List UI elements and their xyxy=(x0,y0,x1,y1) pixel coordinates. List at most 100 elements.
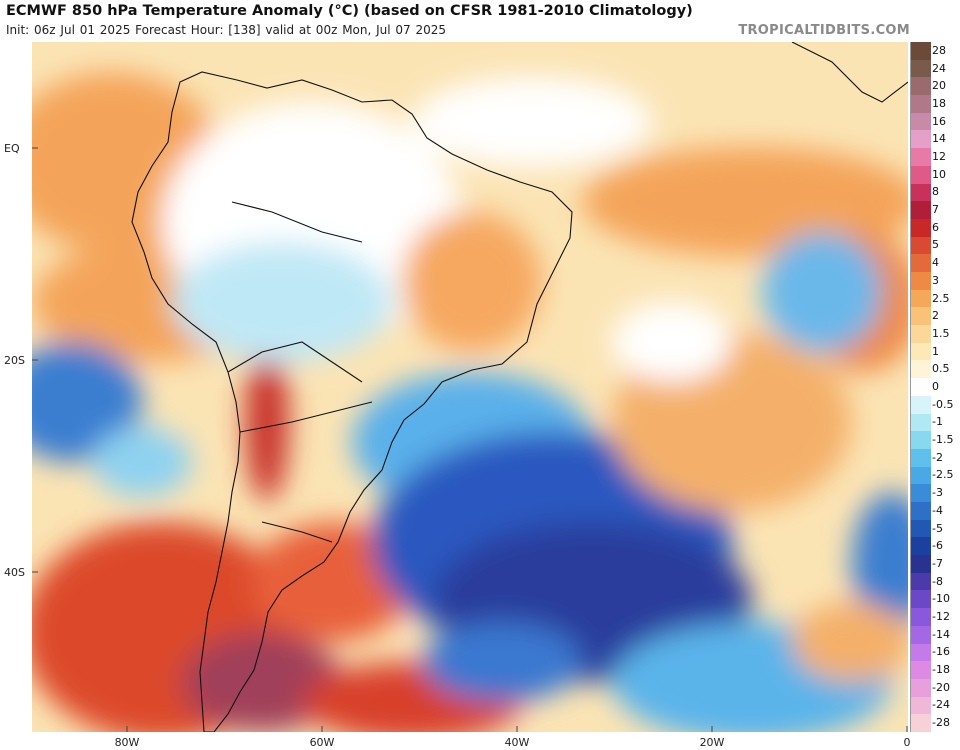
lon-label-0: 0 xyxy=(903,736,911,749)
south-america-outline xyxy=(131,71,573,732)
colorbar-label: -1 xyxy=(932,415,943,429)
colorbar-label: 7 xyxy=(932,203,939,217)
colorbar-swatch xyxy=(911,696,931,715)
colorbar-label: -20 xyxy=(932,680,950,694)
colorbar-label: -10 xyxy=(932,592,950,606)
anomaly-field xyxy=(32,72,908,732)
colorbar xyxy=(910,42,931,733)
colorbar-swatch xyxy=(911,325,931,344)
watermark: TROPICALTIDBITS.COM xyxy=(738,23,910,38)
colorbar-swatch xyxy=(911,431,931,450)
colorbar-swatch xyxy=(911,77,931,96)
colorbar-label: -0.5 xyxy=(932,397,954,411)
lon-label-60w: 60W xyxy=(309,736,335,749)
colorbar-label: 16 xyxy=(932,114,946,128)
colorbar-label: 3 xyxy=(932,273,939,287)
colorbar-swatch xyxy=(911,272,931,291)
colorbar-label: 1 xyxy=(932,344,939,358)
colorbar-label: -7 xyxy=(932,556,943,570)
colorbar-swatch xyxy=(911,484,931,503)
border-1 xyxy=(231,201,363,243)
colorbar-swatch xyxy=(911,625,931,645)
colorbar-label: 0.5 xyxy=(932,362,950,376)
colorbar-label: 18 xyxy=(932,96,946,110)
colorbar-swatch xyxy=(911,537,931,556)
colorbar-swatch xyxy=(911,714,931,733)
colorbar-swatch xyxy=(911,95,931,114)
colorbar-swatch xyxy=(911,502,931,521)
colorbar-label: 14 xyxy=(932,132,946,146)
colorbar-swatch xyxy=(911,289,931,308)
colorbar-label: 2.5 xyxy=(932,291,950,305)
chart-subtitle: Init: 06z Jul 01 2025 Forecast Hour: [13… xyxy=(6,23,447,37)
colorbar-label: 8 xyxy=(932,185,939,199)
africa-outline xyxy=(791,42,908,103)
colorbar-swatch xyxy=(911,661,931,680)
colorbar-swatch xyxy=(911,678,931,698)
border-3 xyxy=(239,401,373,433)
tick-marks xyxy=(32,147,908,732)
lat-label-40s: 40S xyxy=(4,566,25,579)
colorbar-swatch xyxy=(911,236,931,255)
colorbar-swatch xyxy=(911,572,931,591)
colorbar-swatch xyxy=(911,342,931,361)
colorbar-label: 28 xyxy=(932,43,946,57)
colorbar-label: -18 xyxy=(932,663,950,677)
colorbar-swatch xyxy=(911,148,931,167)
colorbar-swatch xyxy=(911,395,931,415)
colorbar-swatch xyxy=(911,307,931,326)
colorbar-swatch xyxy=(911,218,931,238)
colorbar-label: -2 xyxy=(932,450,943,464)
border-4 xyxy=(261,521,333,543)
colorbar-swatch xyxy=(911,590,931,609)
colorbar-label: -12 xyxy=(932,610,950,623)
colorbar-swatch xyxy=(911,42,931,61)
colorbar-swatch xyxy=(911,519,931,538)
colorbar-swatch xyxy=(911,112,931,131)
colorbar-label: 10 xyxy=(932,167,946,181)
colorbar-label: 1.5 xyxy=(932,326,950,340)
colorbar-label: -6 xyxy=(932,539,943,553)
colorbar-label: -16 xyxy=(932,645,950,659)
colorbar-label: 4 xyxy=(932,256,939,270)
colorbar-swatch xyxy=(911,643,931,662)
colorbar-swatch xyxy=(911,608,931,627)
colorbar-label: -4 xyxy=(932,503,943,517)
border-2 xyxy=(227,341,363,383)
colorbar-label: -8 xyxy=(932,574,943,588)
lat-label-eq: EQ xyxy=(4,142,20,155)
colorbar-label: -2.5 xyxy=(932,468,954,482)
colorbar-swatch xyxy=(911,201,931,220)
colorbar-label: -1.5 xyxy=(932,433,954,447)
colorbar-label: -5 xyxy=(932,521,943,535)
colorbar-label: 24 xyxy=(932,61,946,75)
colorbar-label: -24 xyxy=(932,698,950,712)
colorbar-label: -3 xyxy=(932,486,943,500)
coastlines xyxy=(131,42,908,732)
colorbar-swatch xyxy=(911,448,931,468)
colorbar-swatch xyxy=(911,254,931,273)
colorbar-swatch xyxy=(911,360,931,379)
lon-label-40w: 40W xyxy=(504,736,530,749)
lon-label-20w: 20W xyxy=(699,736,725,749)
colorbar-swatch xyxy=(911,378,931,397)
colorbar-label: 0 xyxy=(932,380,939,393)
colorbar-swatch xyxy=(911,183,931,202)
colorbar-swatch xyxy=(911,555,931,574)
lat-label-20s: 20S xyxy=(4,354,25,367)
colorbar-label: 12 xyxy=(932,150,946,163)
colorbar-label: 6 xyxy=(932,220,939,234)
colorbar-swatch xyxy=(911,130,931,149)
map-canvas xyxy=(32,42,908,732)
colorbar-label: -28 xyxy=(932,716,950,730)
colorbar-label: 5 xyxy=(932,238,939,252)
anomaly-map xyxy=(32,42,908,732)
colorbar-swatch xyxy=(911,466,931,485)
lon-label-80w: 80W xyxy=(114,736,140,749)
colorbar-label: 20 xyxy=(932,79,946,93)
colorbar-label: -14 xyxy=(932,627,950,641)
colorbar-swatch xyxy=(911,59,931,78)
chart-title: ECMWF 850 hPa Temperature Anomaly (°C) (… xyxy=(6,3,693,19)
colorbar-label: 2 xyxy=(932,309,939,323)
colorbar-swatch xyxy=(911,165,931,185)
